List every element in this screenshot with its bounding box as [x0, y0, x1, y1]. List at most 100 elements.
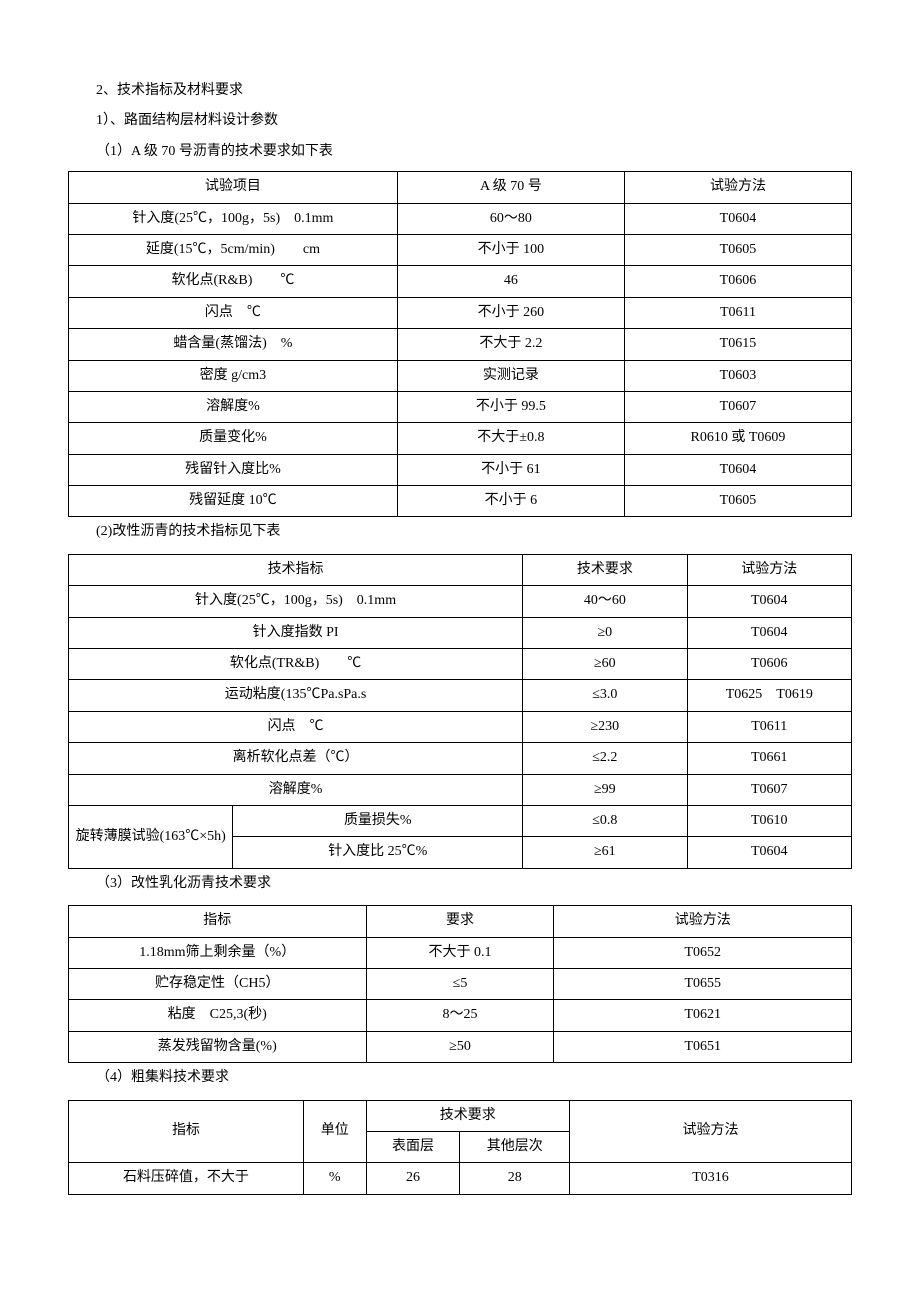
- table-cell: T0316: [570, 1163, 852, 1194]
- table-cell: T0611: [624, 297, 851, 328]
- table-cell: ≥61: [523, 837, 687, 868]
- table-emulsified-asphalt: 指标要求试验方法1.18mm筛上剩余量（%）不大于 0.1T0652贮存稳定性（…: [68, 905, 852, 1063]
- table-cell: T0604: [624, 203, 851, 234]
- table-cell: 石料压碎值，不大于: [69, 1163, 304, 1194]
- table-cell: 闪点 ℃: [69, 297, 398, 328]
- table-cell: R0610 或 T0609: [624, 423, 851, 454]
- table-cell: 不小于 260: [397, 297, 624, 328]
- table-cell: 软化点(TR&B) ℃: [69, 649, 523, 680]
- table-cell: 单位: [303, 1100, 366, 1163]
- table-cell: T0625 T0619: [687, 680, 851, 711]
- table-cell: %: [303, 1163, 366, 1194]
- table-cell: 40～60: [523, 586, 687, 617]
- table-cell: ≤3.0: [523, 680, 687, 711]
- table-cell: 溶解度%: [69, 391, 398, 422]
- table-cell: 表面层: [366, 1131, 460, 1162]
- table-row: 蒸发残留物含量(%)≥50T0651: [69, 1031, 852, 1062]
- table-cell: T0605: [624, 486, 851, 517]
- table-cell: 延度(15℃，5cm/min) cm: [69, 234, 398, 265]
- heading-sub1: 1）、路面结构层材料设计参数: [68, 110, 852, 132]
- table-cell: 不大于±0.8: [397, 423, 624, 454]
- table-row: 密度 g/cm3实测记录T0603: [69, 360, 852, 391]
- table-row: 针入度(25℃，100g，5s) 0.1mm40～60T0604: [69, 586, 852, 617]
- heading-table3: （3）改性乳化沥青技术要求: [68, 873, 852, 895]
- heading-table4: （4）粗集料技术要求: [68, 1067, 852, 1089]
- table-row: 粘度 C25,3(秒)8～25T0621: [69, 1000, 852, 1031]
- table-cell: 蜡含量(蒸馏法) %: [69, 329, 398, 360]
- table-header-row: 技术指标技术要求试验方法: [69, 554, 852, 585]
- table-cell: 残留针入度比%: [69, 454, 398, 485]
- table-cell: 8～25: [366, 1000, 554, 1031]
- table-cell: ≥230: [523, 711, 687, 742]
- table-cell: T0610: [687, 805, 851, 836]
- table-cell: 实测记录: [397, 360, 624, 391]
- table-cell: 不小于 100: [397, 234, 624, 265]
- table-cell: 针入度指数 PI: [69, 617, 523, 648]
- table-row: 蜡含量(蒸馏法) %不大于 2.2T0615: [69, 329, 852, 360]
- table-cell: T0607: [624, 391, 851, 422]
- table-cell: 试验方法: [554, 906, 852, 937]
- heading-table2: (2)改性沥青的技术指标见下表: [68, 521, 852, 543]
- table-cell: 蒸发残留物含量(%): [69, 1031, 367, 1062]
- table-cell: T0615: [624, 329, 851, 360]
- table-cell: 60～80: [397, 203, 624, 234]
- table-cell: 密度 g/cm3: [69, 360, 398, 391]
- table-row: 软化点(R&B) ℃46T0606: [69, 266, 852, 297]
- table-cell: 技术要求: [523, 554, 687, 585]
- table-cell: T0604: [687, 837, 851, 868]
- table-cell: 离析软化点差（℃）: [69, 743, 523, 774]
- table-asphalt-a70: 试验项目A 级 70 号试验方法针入度(25℃，100g，5s) 0.1mm60…: [68, 171, 852, 517]
- table-cell: T0604: [687, 617, 851, 648]
- table-cell: 试验方法: [624, 172, 851, 203]
- table-cell: 软化点(R&B) ℃: [69, 266, 398, 297]
- table-header-row: 指标单位技术要求试验方法: [69, 1100, 852, 1131]
- table-row: 运动粘度(135℃Pa.sPa.s≤3.0T0625 T0619: [69, 680, 852, 711]
- table-row: 溶解度%不小于 99.5T0607: [69, 391, 852, 422]
- table-row: 软化点(TR&B) ℃≥60T0606: [69, 649, 852, 680]
- table-header-row: 指标要求试验方法: [69, 906, 852, 937]
- table-cell: T0604: [624, 454, 851, 485]
- table-row: 溶解度%≥99T0607: [69, 774, 852, 805]
- table-cell: 质量损失%: [233, 805, 523, 836]
- table-cell: 1.18mm筛上剩余量（%）: [69, 937, 367, 968]
- table-cell: 46: [397, 266, 624, 297]
- table-cell: 针入度比 25℃%: [233, 837, 523, 868]
- table-cell: ≤0.8: [523, 805, 687, 836]
- table-cell: 不大于 2.2: [397, 329, 624, 360]
- table-cell: T0605: [624, 234, 851, 265]
- table-row: 1.18mm筛上剩余量（%）不大于 0.1T0652: [69, 937, 852, 968]
- table-cell: 针入度(25℃，100g，5s) 0.1mm: [69, 586, 523, 617]
- table-row: 残留延度 10℃不小于 6T0605: [69, 486, 852, 517]
- table-cell: ≤5: [366, 968, 554, 999]
- table-row: 针入度(25℃，100g，5s) 0.1mm60～80T0604: [69, 203, 852, 234]
- table-cell: 贮存稳定性（CH5）: [69, 968, 367, 999]
- table-row: 质量变化%不大于±0.8R0610 或 T0609: [69, 423, 852, 454]
- table-row: 针入度指数 PI≥0T0604: [69, 617, 852, 648]
- table-cell: 质量变化%: [69, 423, 398, 454]
- table-row: 延度(15℃，5cm/min) cm不小于 100T0605: [69, 234, 852, 265]
- table-cell: ≤2.2: [523, 743, 687, 774]
- table-cell: 指标: [69, 1100, 304, 1163]
- table-cell: 其他层次: [460, 1131, 570, 1162]
- table-cell: 闪点 ℃: [69, 711, 523, 742]
- table-cell: ≥99: [523, 774, 687, 805]
- table-cell: A 级 70 号: [397, 172, 624, 203]
- table-cell: T0611: [687, 711, 851, 742]
- table-cell: 试验项目: [69, 172, 398, 203]
- table-cell: T0655: [554, 968, 852, 999]
- table-cell: T0651: [554, 1031, 852, 1062]
- table-cell: 不大于 0.1: [366, 937, 554, 968]
- table-cell: T0652: [554, 937, 852, 968]
- table-cell: 28: [460, 1163, 570, 1194]
- table-cell: T0621: [554, 1000, 852, 1031]
- table-cell: 试验方法: [687, 554, 851, 585]
- table-row: 闪点 ℃不小于 260T0611: [69, 297, 852, 328]
- table-cell: ≥50: [366, 1031, 554, 1062]
- table-cell: 溶解度%: [69, 774, 523, 805]
- table-cell: 技术要求: [366, 1100, 570, 1131]
- table-cell: T0604: [687, 586, 851, 617]
- table-cell: 不小于 61: [397, 454, 624, 485]
- table-cell: 不小于 99.5: [397, 391, 624, 422]
- table-cell: 运动粘度(135℃Pa.sPa.s: [69, 680, 523, 711]
- table-cell: T0661: [687, 743, 851, 774]
